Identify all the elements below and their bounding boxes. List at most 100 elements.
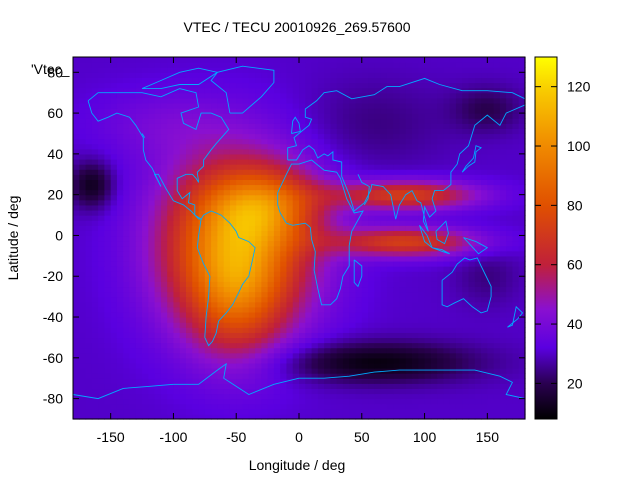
heatmap-cell [204,276,212,282]
heatmap-cell [487,128,495,135]
heatmap-cell [192,143,200,150]
heatmap-cell [361,143,369,150]
heatmap-cell [192,92,200,99]
heatmap-cell [455,245,463,252]
heatmap-cell [129,138,137,145]
heatmap-cell [311,153,319,160]
heatmap-cell [481,271,488,277]
heatmap-cell [110,118,118,124]
heatmap-cell [167,291,175,298]
heatmap-cell [79,266,87,272]
heatmap-cell [324,220,331,226]
heatmap-cell [317,255,325,262]
heatmap-cell [148,398,156,405]
heatmap-cell [248,230,256,237]
heatmap-cell [154,164,162,170]
heatmap-cell [336,398,344,405]
heatmap-cell [380,373,388,379]
heatmap-cell [104,230,112,237]
heatmap-cell [437,153,444,160]
heatmap-cell [160,311,168,318]
heatmap-cell [217,408,225,415]
heatmap-cell [368,189,375,196]
heatmap-cell [474,220,482,226]
heatmap-cell [261,342,269,349]
heatmap-cell [418,118,426,124]
heatmap-cell [506,67,514,73]
heatmap-cell [418,301,426,308]
heatmap-cell [167,378,175,384]
heatmap-cell [98,311,105,318]
heatmap-cell [487,357,495,364]
heatmap-cell [368,113,375,119]
heatmap-cell [305,317,313,323]
heatmap-cell [229,281,237,288]
heatmap-cell [129,255,137,262]
heatmap-cell [386,67,394,73]
heatmap-cell [160,276,168,282]
heatmap-cell [179,220,187,226]
heatmap-cell [368,311,375,318]
heatmap-cell [261,148,269,155]
heatmap-cell [167,220,175,226]
heatmap-cell [236,138,244,145]
heatmap-cell [342,82,350,89]
heatmap-cell [129,235,137,242]
heatmap-cell [104,102,112,109]
heatmap-cell [280,179,288,186]
heatmap-cell [455,311,463,318]
heatmap-cell [135,72,143,78]
heatmap-cell [468,209,476,216]
heatmap-cell [481,291,488,298]
heatmap-cell [79,92,87,99]
heatmap-cell [79,357,87,364]
heatmap-cell [211,322,218,328]
heatmap-cell [91,199,99,206]
heatmap-cell [424,123,432,129]
heatmap-cell [91,169,99,175]
heatmap-cell [336,215,344,221]
heatmap-cell [292,373,300,379]
heatmap-cell [506,296,514,303]
heatmap-cell [73,138,80,145]
heatmap-cell [223,107,231,114]
heatmap-cell [110,209,118,216]
heatmap-cell [355,388,363,395]
heatmap-cell [430,194,438,201]
heatmap-cell [349,311,357,318]
heatmap-cell [518,342,526,349]
heatmap-cell [311,260,319,267]
heatmap-cell [292,403,300,410]
heatmap-cell [455,373,463,379]
heatmap-cell [104,118,112,124]
heatmap-cell [424,240,432,247]
heatmap-cell [192,220,200,226]
heatmap-cell [311,225,319,231]
heatmap-cell [85,306,93,313]
heatmap-cell [449,311,457,318]
heatmap-cell [242,337,250,344]
heatmap-cell [192,276,200,282]
heatmap-cell [91,260,99,267]
heatmap-cell [154,388,162,395]
heatmap-cell [267,317,275,323]
heatmap-cell [104,271,112,277]
heatmap-cell [286,317,294,323]
heatmap-cell [248,327,256,333]
heatmap-cell [317,337,325,344]
heatmap-cell [468,240,476,247]
heatmap-cell [512,67,520,73]
heatmap-cell [380,301,388,308]
heatmap-cell [512,230,520,237]
heatmap-cell [123,118,131,124]
heatmap-cell [85,317,93,323]
heatmap-cell [437,215,444,221]
heatmap-cell [204,123,212,129]
heatmap-cell [154,133,162,140]
heatmap-cell [217,260,225,267]
heatmap-cell [211,352,218,359]
heatmap-cell [368,72,375,78]
heatmap-cell [437,332,444,339]
heatmap-cell [110,281,118,288]
heatmap-cell [506,169,514,175]
